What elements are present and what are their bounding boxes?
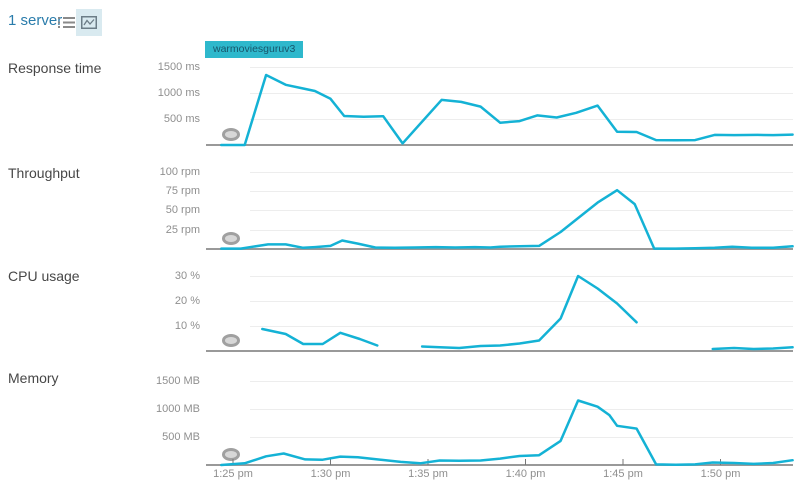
- y-tick-label: 75 rpm: [165, 184, 200, 197]
- chart-title-memory: Memory: [8, 370, 59, 386]
- chart-view-button[interactable]: [76, 9, 102, 36]
- x-tick-label: 1:45 pm: [603, 468, 643, 480]
- chart-icon: [81, 16, 97, 29]
- chart-svg: [206, 67, 794, 147]
- chart-svg: [206, 274, 794, 352]
- server-count-link[interactable]: 1 server: [8, 12, 63, 29]
- x-tick-label: 1:40 pm: [505, 468, 546, 480]
- y-tick-label: 1500 MB: [155, 374, 200, 387]
- y-tick-label: 500 MB: [162, 430, 200, 443]
- chart-legend: warmoviesguruv3: [205, 39, 304, 58]
- series-toggle-icon[interactable]: [222, 334, 240, 347]
- y-tick-label: 20 %: [174, 295, 200, 307]
- list-view-button[interactable]: [53, 9, 79, 36]
- legend-badge-warmoviesguruv3[interactable]: warmoviesguruv3: [205, 41, 304, 58]
- chart-title-cpu-usage: CPU usage: [8, 268, 80, 284]
- cpu-usage-chart[interactable]: [206, 270, 794, 352]
- y-tick-label: 25 rpm: [165, 223, 200, 236]
- y-tick-label: 50 rpm: [165, 204, 200, 217]
- throughput-chart[interactable]: [206, 167, 794, 250]
- x-tick-label: 1:35 pm: [408, 468, 448, 480]
- series-toggle-icon[interactable]: [222, 232, 240, 245]
- y-tick-label: 100 rpm: [159, 165, 200, 178]
- x-tick-label: 1:30 pm: [310, 468, 351, 480]
- y-tick-label: 1000 ms: [157, 87, 200, 100]
- y-tick-label: 500 ms: [163, 113, 200, 126]
- response-time-chart[interactable]: [206, 62, 794, 147]
- list-icon: [57, 17, 75, 28]
- chart-svg: [206, 381, 794, 467]
- series-toggle-icon[interactable]: [222, 448, 240, 461]
- chart-title-response-time: Response time: [8, 60, 102, 76]
- y-tick-label: 1500 ms: [157, 61, 200, 74]
- chart-svg: [206, 172, 794, 250]
- y-tick-label: 30 %: [174, 270, 200, 282]
- y-tick-label: 1000 MB: [155, 402, 200, 415]
- x-tick-label: 1:25 pm: [213, 468, 253, 480]
- memory-chart[interactable]: [206, 380, 794, 467]
- x-tick-label: 1:50 pm: [700, 468, 741, 480]
- toolbar: 1 server: [0, 0, 800, 40]
- series-toggle-icon[interactable]: [222, 128, 240, 141]
- y-tick-label: 10 %: [174, 320, 200, 332]
- chart-title-throughput: Throughput: [8, 165, 80, 181]
